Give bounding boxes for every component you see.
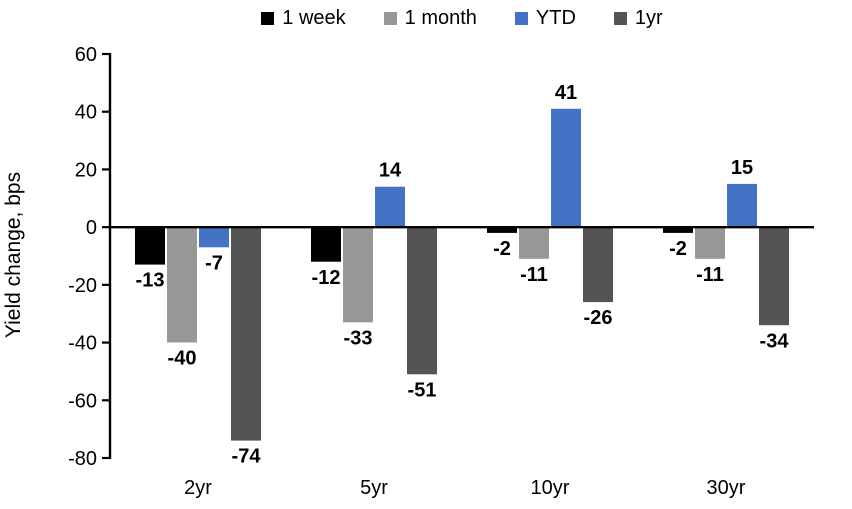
legend-swatch-icon <box>383 12 397 25</box>
bar-value-label: -12 <box>312 267 341 289</box>
bar-value-label: -51 <box>408 379 437 401</box>
bar-1yr-10yr <box>583 227 613 303</box>
bar-YTD-10yr <box>551 108 581 228</box>
bar-1-month-10yr <box>519 227 549 259</box>
bar-YTD-30yr <box>727 183 757 228</box>
bar-value-label: -11 <box>696 264 724 286</box>
legend-swatch-icon <box>261 12 275 25</box>
bar-value-label: -13 <box>136 270 165 292</box>
y-tick-label: -20 <box>68 275 97 297</box>
bar-YTD-2yr <box>199 227 229 248</box>
legend-item-1-week: 1 week <box>261 7 346 30</box>
x-category-label-2yr: 2yr <box>184 477 212 499</box>
legend-label: YTD <box>535 7 576 29</box>
bar-YTD-5yr <box>375 186 405 228</box>
y-tick-label: 20 <box>75 159 97 181</box>
bar-value-label: 14 <box>379 160 402 182</box>
y-tick-label: -60 <box>68 390 97 412</box>
bar-1-month-30yr <box>695 227 725 259</box>
x-category-label-10yr: 10yr <box>531 477 570 499</box>
bar-1yr-5yr <box>407 227 437 375</box>
legend-label: 1 month <box>404 7 477 29</box>
legend-label: 1 week <box>282 7 346 29</box>
bar-value-label: -34 <box>760 330 790 352</box>
x-category-label-5yr: 5yr <box>360 477 388 499</box>
bar-value-label: -33 <box>344 327 373 349</box>
bar-value-label: -2 <box>669 238 687 260</box>
bar-value-label: -26 <box>584 307 613 329</box>
legend-label: 1yr <box>634 7 663 29</box>
bar-1-week-30yr <box>663 227 693 233</box>
y-tick-label: 60 <box>75 44 97 66</box>
legend-item-1yr: 1yr <box>613 7 663 30</box>
bar-1yr-30yr <box>759 227 789 326</box>
bar-value-label: -7 <box>205 252 223 274</box>
y-tick-label: -40 <box>68 333 97 355</box>
y-tick-label: 40 <box>75 102 97 124</box>
bar-1-week-2yr <box>135 227 165 265</box>
legend-item-YTD: YTD <box>514 7 576 30</box>
bar-value-label: -40 <box>168 348 197 370</box>
bar-1-week-10yr <box>487 227 517 233</box>
bar-value-label: 41 <box>555 82 577 104</box>
legend-swatch-icon <box>514 12 528 25</box>
legend-swatch-icon <box>613 12 627 25</box>
legend: 1 week 1 month YTD 1yr <box>110 7 814 30</box>
y-tick-label: -80 <box>68 448 97 470</box>
x-category-label-30yr: 30yr <box>707 477 746 499</box>
bar-value-label: -11 <box>520 264 548 286</box>
bar-1-month-5yr <box>343 227 373 323</box>
legend-item-1-month: 1 month <box>383 7 477 30</box>
bar-value-label: -2 <box>493 238 511 260</box>
bar-value-label: -74 <box>232 446 262 468</box>
bar-value-label: 15 <box>731 157 753 179</box>
y-tick-label: 0 <box>86 217 97 239</box>
bar-1yr-2yr <box>231 227 261 441</box>
bar-1-month-2yr <box>167 227 197 343</box>
bar-1-week-5yr <box>311 227 341 262</box>
